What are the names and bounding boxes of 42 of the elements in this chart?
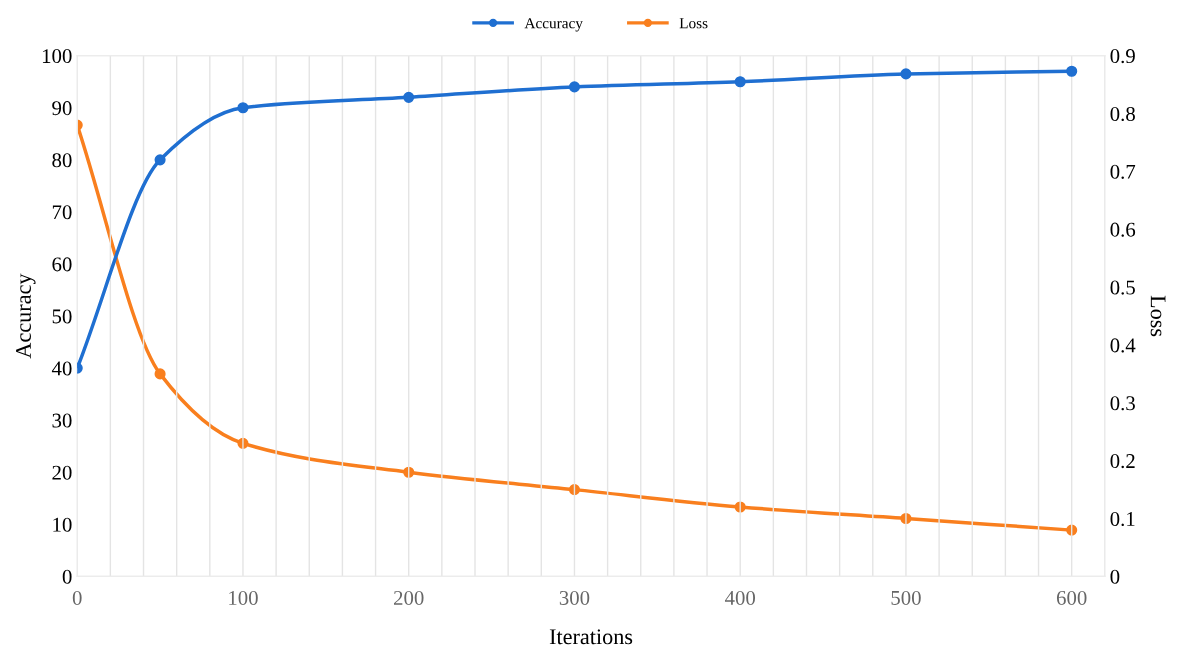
x-tick-label: 400: [724, 590, 756, 605]
y-tick-label: 100: [42, 49, 72, 64]
point: [568, 484, 581, 496]
point: [1066, 65, 1078, 77]
x-axis-title: Iterations: [549, 629, 633, 645]
x-tick-label: 200: [394, 590, 424, 605]
y-tick-label: 0: [62, 569, 72, 584]
point: [154, 154, 166, 166]
y-tick-label: 20: [52, 465, 72, 480]
x-tick-label: 0: [72, 590, 82, 605]
y2-tick-label: 0.8: [1110, 106, 1135, 122]
y2-tick-label: 0.5: [1110, 280, 1135, 295]
point: [403, 91, 415, 103]
y-tick-label: 30: [52, 413, 72, 428]
point: [237, 102, 249, 114]
point: [734, 76, 746, 88]
y2-tick-label: 0.4: [1110, 338, 1136, 353]
y2-tick-label: 0.6: [1110, 222, 1136, 237]
x-tick-label: 600: [1056, 590, 1087, 605]
y2-tick-label: 0.3: [1110, 396, 1135, 411]
x-tick-label: 500: [891, 590, 921, 605]
y-tick-label: 60: [52, 257, 72, 272]
x-tick-label: 100: [229, 590, 258, 605]
y-tick-label: 70: [52, 205, 72, 220]
x-tick-label: 300: [559, 590, 590, 605]
y2-axis-title: Loss: [1150, 295, 1166, 337]
y2-tick-label: 0.7: [1110, 164, 1136, 179]
y-tick-label: 10: [53, 517, 72, 532]
y-tick-label: 50: [52, 309, 72, 324]
y-tick-label: 80: [52, 153, 72, 168]
y2-tick-label: 0: [1110, 569, 1120, 584]
point: [900, 68, 912, 80]
y-tick-label: 90: [52, 101, 72, 116]
point: [154, 368, 166, 380]
legend-label: Accuracy: [524, 18, 583, 32]
legend-label: Loss: [679, 18, 708, 29]
y-axis-title: Accuracy: [16, 273, 36, 359]
y-tick-label: 40: [51, 361, 72, 376]
y2-tick-label: 0.2: [1110, 454, 1135, 469]
point: [568, 81, 581, 93]
y2-tick-label: 0.9: [1110, 49, 1135, 64]
y2-tick-label: 0.1: [1110, 511, 1135, 527]
